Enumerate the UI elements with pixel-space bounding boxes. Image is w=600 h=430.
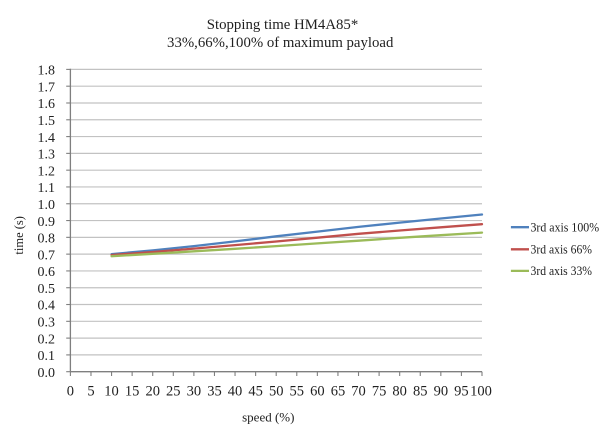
svg-text:70: 70 xyxy=(351,383,366,399)
svg-text:33%,66%,100% of maximum payloa: 33%,66%,100% of maximum payload xyxy=(167,35,394,51)
svg-text:1.5: 1.5 xyxy=(38,114,56,129)
svg-text:0.5: 0.5 xyxy=(38,282,56,297)
svg-text:0.8: 0.8 xyxy=(38,232,56,247)
svg-text:0.4: 0.4 xyxy=(38,299,56,314)
svg-text:20: 20 xyxy=(145,383,160,399)
svg-text:80: 80 xyxy=(392,383,407,399)
svg-text:Stopping time HM4A85*: Stopping time HM4A85* xyxy=(207,17,359,33)
svg-text:0: 0 xyxy=(67,383,74,399)
svg-text:1.1: 1.1 xyxy=(38,181,56,196)
svg-text:time (s): time (s) xyxy=(12,216,26,255)
svg-text:0.3: 0.3 xyxy=(38,316,56,331)
svg-text:0.7: 0.7 xyxy=(38,248,56,263)
svg-text:3rd axis 66%: 3rd axis 66% xyxy=(531,243,593,257)
svg-text:60: 60 xyxy=(310,383,325,399)
svg-text:1.2: 1.2 xyxy=(38,164,56,179)
svg-text:3rd axis 33%: 3rd axis 33% xyxy=(531,264,593,278)
svg-text:1.6: 1.6 xyxy=(38,97,56,112)
svg-text:75: 75 xyxy=(372,383,387,399)
svg-text:15: 15 xyxy=(125,383,140,399)
svg-text:50: 50 xyxy=(269,383,284,399)
svg-text:1.4: 1.4 xyxy=(38,131,56,146)
svg-text:55: 55 xyxy=(290,383,305,399)
svg-text:0.2: 0.2 xyxy=(38,332,56,347)
svg-text:1.0: 1.0 xyxy=(38,198,56,213)
svg-text:45: 45 xyxy=(248,383,263,399)
svg-text:0.9: 0.9 xyxy=(38,215,56,230)
svg-text:90: 90 xyxy=(434,383,449,399)
svg-text:3rd axis 100%: 3rd axis 100% xyxy=(531,221,600,235)
svg-text:65: 65 xyxy=(331,383,346,399)
svg-text:40: 40 xyxy=(228,383,243,399)
svg-text:1.8: 1.8 xyxy=(38,64,56,79)
svg-text:85: 85 xyxy=(413,383,428,399)
svg-text:0.1: 0.1 xyxy=(38,349,56,364)
svg-text:100: 100 xyxy=(470,383,492,399)
svg-text:95: 95 xyxy=(454,383,469,399)
svg-text:25: 25 xyxy=(166,383,181,399)
svg-text:1.3: 1.3 xyxy=(38,148,56,163)
svg-text:speed (%): speed (%) xyxy=(242,409,294,424)
svg-text:30: 30 xyxy=(187,383,202,399)
svg-text:10: 10 xyxy=(104,383,119,399)
svg-text:0.6: 0.6 xyxy=(38,265,56,280)
svg-text:1.7: 1.7 xyxy=(38,80,56,95)
svg-text:35: 35 xyxy=(207,383,222,399)
svg-text:5: 5 xyxy=(87,383,94,399)
svg-text:0.0: 0.0 xyxy=(38,366,56,381)
